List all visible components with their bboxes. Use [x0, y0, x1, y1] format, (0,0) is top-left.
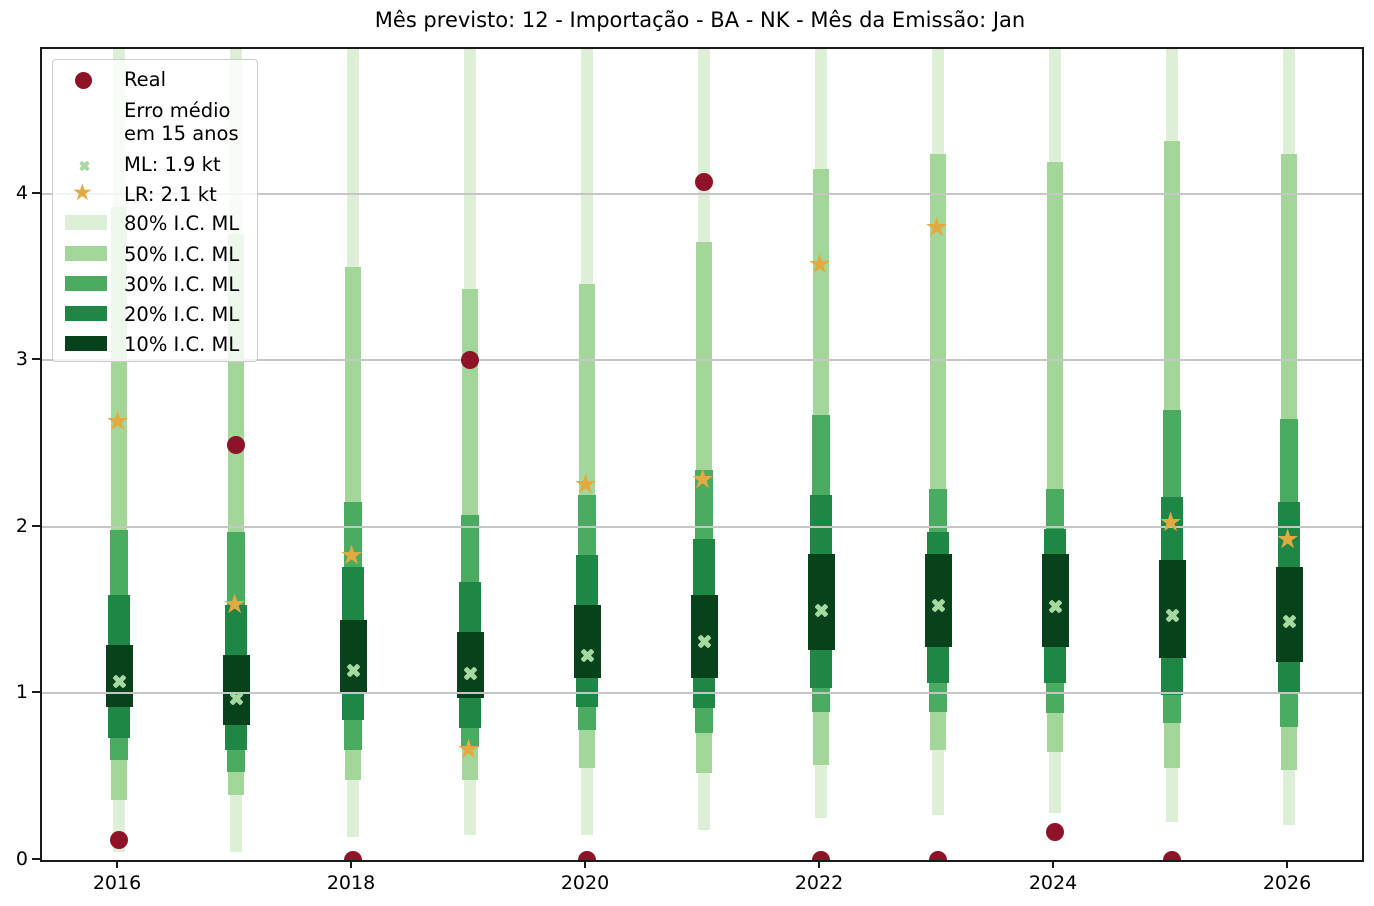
ml-forecast-marker-2020 [579, 648, 595, 663]
real-value-marker-2025 [1163, 851, 1181, 860]
gridline-y1 [42, 692, 1362, 695]
legend-label: ML: 1.9 kt [124, 153, 221, 176]
ml-forecast-marker-2018 [345, 663, 361, 678]
y-tick-label: 2 [15, 514, 28, 537]
legend-item-ci50: 50% I.C. ML [53, 243, 257, 267]
x-tick-label: 2016 [92, 872, 142, 894]
ml-forecast-marker-2024 [1047, 599, 1063, 614]
y-tick-label: 3 [15, 348, 28, 371]
x-tick-mark [584, 860, 586, 868]
legend-item-lr: ★ LR: 2.1 kt [53, 180, 257, 207]
legend-label: em 15 anos [124, 122, 239, 145]
y-tick-mark [32, 691, 40, 694]
lr-forecast-marker-2020: ★ [573, 468, 598, 500]
legend-item-ml: ML: 1.9 kt [53, 153, 257, 177]
plot-area: ★ ★ ★ ★ ★ ★ ★ ★ ★ ★ Real Erro médio em 15 anos ML… [40, 47, 1364, 862]
ci10-band-2025 [1158, 560, 1186, 659]
ci10-band-2022 [807, 553, 835, 651]
lr-forecast-marker-2023: ★ [924, 212, 949, 244]
lr-forecast-marker-2021: ★ [690, 463, 715, 495]
legend-item-error-line2: em 15 anos [53, 122, 257, 146]
ci10-band-2023 [924, 553, 952, 647]
ci10-band-2016 [105, 645, 133, 707]
lr-forecast-marker-2016: ★ [105, 405, 130, 437]
x-tick-label: 2026 [1262, 872, 1312, 894]
gridline-y3 [42, 359, 1362, 362]
y-tick-mark [32, 858, 40, 860]
x-tick-mark [350, 860, 352, 868]
legend-label: 20% I.C. ML [124, 303, 240, 326]
ml-forecast-marker-2025 [1164, 608, 1180, 623]
legend-label: LR: 2.1 kt [124, 183, 217, 206]
gridline-y2 [42, 525, 1362, 528]
ci10-patch-icon [65, 336, 107, 351]
ci80-patch-icon [65, 215, 107, 230]
y-tick-mark [32, 191, 40, 194]
y-tick-mark [32, 524, 40, 527]
ml-forecast-marker-2022 [813, 603, 829, 618]
y-tick-label: 0 [15, 848, 28, 870]
real-value-marker-2020 [578, 851, 596, 860]
legend: Real Erro médio em 15 anos ML: 1.9 kt ★ … [52, 59, 258, 362]
real-value-marker-2018 [344, 851, 362, 860]
y-tick-label: 4 [15, 181, 28, 204]
ml-forecast-marker-2017 [228, 691, 244, 706]
real-value-marker-2021 [695, 173, 713, 192]
ml-forecast-marker-2019 [462, 666, 478, 681]
y-tick-label: 1 [15, 681, 28, 704]
x-tick-mark [818, 860, 820, 868]
ml-forecast-marker-2026 [1281, 614, 1297, 629]
x-tick-label: 2022 [794, 872, 844, 894]
x-tick-label: 2018 [326, 872, 376, 894]
legend-item-error-line1: Erro médio [53, 99, 257, 123]
legend-item-ci20: 20% I.C. ML [53, 303, 257, 327]
legend-label: 30% I.C. ML [124, 273, 240, 296]
y-tick-mark [32, 358, 40, 361]
x-tick-label: 2024 [1028, 872, 1078, 894]
lr-forecast-marker-2026: ★ [1275, 523, 1300, 555]
ci10-band-2024 [1041, 553, 1069, 647]
ci20-patch-icon [65, 306, 107, 321]
legend-label: 80% I.C. ML [124, 212, 240, 235]
ml-forecast-marker-2016 [111, 674, 127, 689]
real-dot-icon [75, 72, 92, 89]
real-value-marker-2016 [110, 831, 128, 850]
ci50-patch-icon [65, 246, 107, 261]
ci10-band-2017 [222, 655, 250, 726]
legend-item-ci10: 10% I.C. ML [53, 333, 257, 357]
real-value-marker-2023 [929, 851, 947, 860]
lr-forecast-marker-2017: ★ [222, 588, 247, 620]
legend-item-ci80: 80% I.C. ML [53, 212, 257, 236]
x-tick-mark [1286, 860, 1288, 868]
real-value-marker-2024 [1046, 822, 1064, 841]
ci10-band-2026 [1275, 566, 1303, 662]
x-tick-label: 2020 [560, 872, 610, 894]
ml-forecast-marker-2023 [930, 598, 946, 613]
legend-label: 50% I.C. ML [124, 243, 240, 266]
legend-label: Erro médio [124, 99, 231, 122]
legend-label: Real [124, 68, 167, 91]
legend-label: 10% I.C. ML [124, 333, 240, 356]
x-tick-mark [116, 860, 118, 868]
legend-item-real: Real [53, 68, 257, 92]
x-tick-mark [1052, 860, 1054, 868]
lr-forecast-marker-2019: ★ [456, 733, 481, 765]
lr-forecast-marker-2022: ★ [807, 248, 832, 280]
legend-item-ci30: 30% I.C. ML [53, 273, 257, 297]
ci10-band-2019 [456, 631, 484, 699]
lr-star-icon: ★ [72, 180, 93, 206]
lr-forecast-marker-2018: ★ [339, 540, 364, 572]
ci30-patch-icon [65, 276, 107, 291]
real-value-marker-2017 [227, 436, 245, 455]
ci10-band-2020 [573, 605, 601, 679]
lr-forecast-marker-2025: ★ [1158, 507, 1183, 539]
ci10-band-2018 [339, 620, 367, 694]
real-value-marker-2019 [461, 351, 479, 370]
ml-x-icon [79, 160, 90, 171]
real-value-marker-2022 [812, 851, 830, 860]
gridline-y4 [42, 192, 1362, 195]
ml-forecast-marker-2021 [696, 634, 712, 649]
chart-title: Mês previsto: 12 - Importação - BA - NK … [374, 8, 1026, 32]
